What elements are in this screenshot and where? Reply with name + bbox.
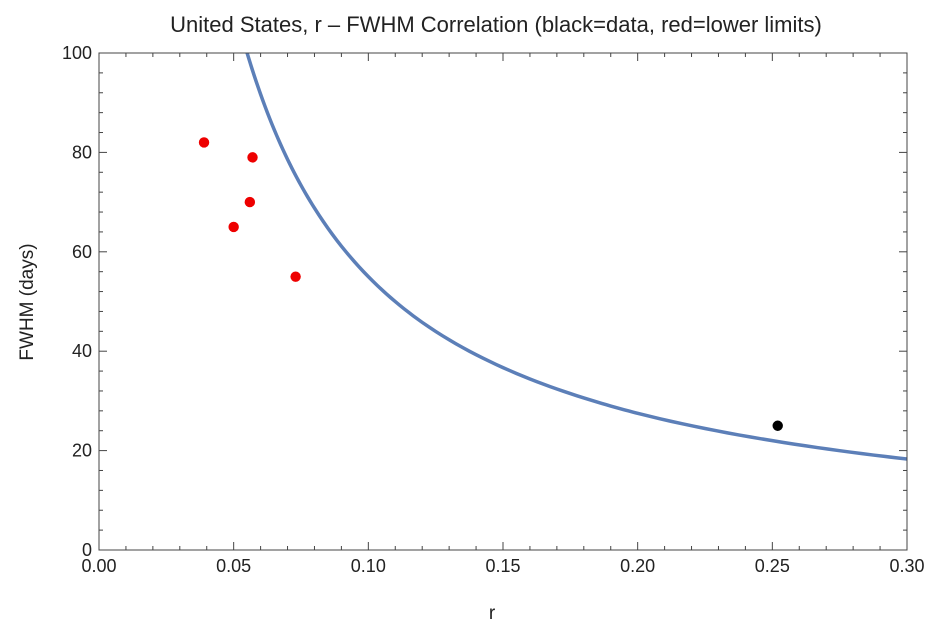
y-tick-label: 100 [62, 43, 92, 63]
fit-curve [245, 53, 907, 461]
x-tick-label: 0.25 [755, 556, 790, 576]
x-tick-label: 0.30 [889, 556, 924, 576]
lower-limit-point [244, 196, 256, 208]
lower-limit-point [247, 152, 258, 163]
y-tick-label: 0 [82, 540, 92, 560]
x-axis-ticks: 0.00 0.05 0.10 0.15 0.20 0.25 0.30 [81, 53, 925, 576]
points-layer [198, 137, 783, 431]
x-tick-label: 0.05 [216, 556, 251, 576]
lower-limit-point [290, 271, 301, 282]
y-tick-label: 20 [72, 441, 92, 461]
plot-area: 0.00 0.05 0.10 0.15 0.20 0.25 0.30 0 20 40 60 80 10… [62, 43, 925, 576]
y-tick-label: 80 [72, 142, 92, 162]
y-axis-ticks: 0 20 40 60 80 100 [62, 43, 907, 560]
y-axis-label: FWHM (days) [17, 243, 38, 360]
y-tick-label: 60 [72, 242, 92, 262]
curve-layer [245, 53, 907, 461]
x-axis-label: r [489, 603, 496, 624]
x-tick-label: 0.10 [351, 556, 386, 576]
plot-frame [98, 52, 908, 551]
x-tick-label: 0.00 [81, 556, 116, 576]
data-point [772, 420, 783, 431]
y-tick-label: 40 [72, 341, 92, 361]
chart-title: United States, r – FWHM Correlation (bla… [170, 12, 822, 37]
lower-limit-point [198, 137, 210, 148]
lower-limit-point [228, 221, 239, 233]
x-tick-label: 0.15 [485, 556, 520, 576]
x-tick-label: 0.20 [620, 556, 655, 576]
